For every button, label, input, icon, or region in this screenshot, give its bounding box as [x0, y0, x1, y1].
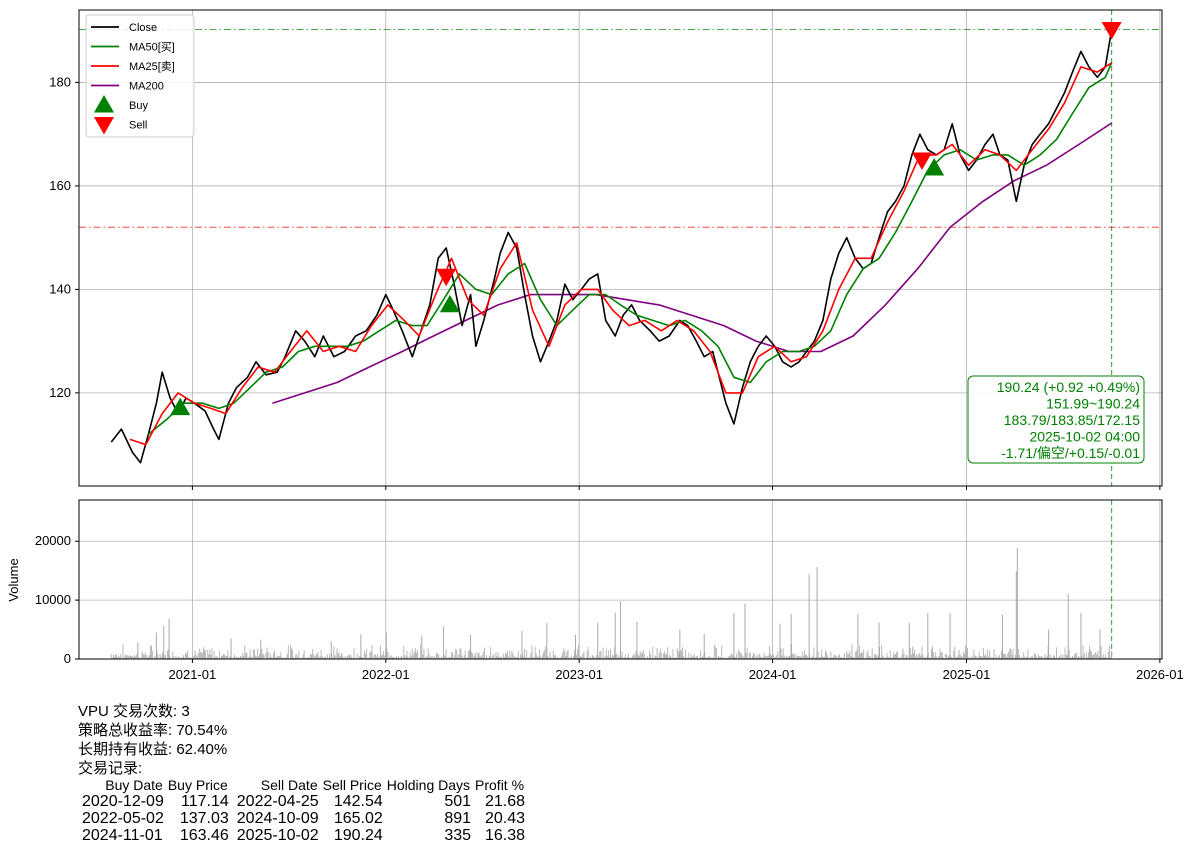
- trade-table-row: 2024-11-01 163.46 2025-10-02 190.24 335 16.38: [78, 827, 529, 844]
- trade-table-cell: 891: [444, 810, 472, 827]
- trade-table-header-cell: Sell Price: [322, 777, 382, 793]
- legend-frame: [85, 14, 195, 138]
- info-box-frame: [967, 375, 1145, 464]
- buy-marker: [170, 397, 191, 416]
- trade-table-cell: 2024-10-09: [236, 810, 319, 827]
- trade-table-cell: 21.68: [484, 793, 526, 810]
- trade-table-cell: 2025-10-02: [236, 827, 319, 844]
- trade-table-cell: 20.43: [484, 810, 526, 827]
- buy-marker: [439, 294, 460, 313]
- trade-table-header: Buy Date Buy Price Sell Date Sell Price Hold…: [78, 778, 529, 793]
- price-y-tick-label: 140: [49, 281, 71, 296]
- volume-y-tick-label: 20000: [35, 533, 71, 548]
- legend-label: MA200: [129, 81, 164, 93]
- legend-label: Close: [129, 22, 157, 34]
- legend-label: Buy: [129, 100, 148, 112]
- volume-bars: [110, 548, 1113, 659]
- trade-table-header-cell: Sell Date: [260, 777, 318, 793]
- strategy-return-text: 策略总收益率: 70.54%: [78, 722, 228, 739]
- volume-gridlines: [75, 500, 1162, 663]
- series-line-ma50: [147, 62, 1113, 435]
- trade-table-header-cell: Buy Date: [105, 777, 163, 793]
- trade-table-cell: 142.54: [333, 793, 383, 810]
- x-tick-label: 2026-01: [1136, 667, 1184, 682]
- trade-count-text: VPU 交易次数: 3: [78, 703, 190, 720]
- info-box-line: -1.71/偏空/+0.15/-0.01: [1001, 445, 1140, 461]
- trade-table-cell: 2020-12-09: [82, 793, 164, 810]
- reference-lines: [79, 28, 1162, 228]
- buy-marker: [924, 158, 945, 176]
- legend-swatch: [94, 95, 114, 113]
- trade-table-cell: 190.24: [333, 827, 383, 844]
- trade-records-table: Buy Date Buy Price Sell Date Sell Price Hold…: [78, 778, 529, 845]
- trade-table-row: 2022-05-02 137.03 2024-10-09 165.02 891 20.43: [78, 810, 529, 827]
- buy-hold-return-text: 长期持有收益: 62.40%: [78, 741, 228, 758]
- price-y-tick-label: 180: [49, 74, 71, 89]
- volume-y-tick-labels: 0 10000 20000: [35, 533, 71, 666]
- price-y-tick-label: 160: [49, 178, 71, 193]
- volume-axes-frame: [78, 499, 1163, 660]
- series-line-ma200: [272, 122, 1113, 404]
- trade-table-cell: 117.14: [181, 793, 229, 810]
- trade-table-cell: 137.03: [179, 810, 229, 827]
- price-y-tick-label: 120: [49, 385, 71, 400]
- info-box-line: 190.24 (+0.92 +0.49%): [997, 379, 1140, 395]
- volume-axis-label: Volume: [6, 558, 21, 601]
- sell-marker: [1101, 21, 1122, 40]
- trade-table-header-cell: Holding Days: [386, 777, 471, 793]
- info-box-line: 151.99~190.24: [1046, 396, 1140, 412]
- trade-markers: [170, 21, 1122, 416]
- price-axes-frame: [78, 9, 1163, 487]
- trade-table-cell: 163.46: [179, 827, 229, 844]
- chart-legend: Close MA50[买] MA25[卖] MA200 Buy Sell: [85, 14, 195, 138]
- trade-table-header-cell: Buy Price: [167, 777, 228, 793]
- x-tick-label: 2023-01: [555, 667, 603, 682]
- trade-table-cell: 2024-11-01: [82, 827, 163, 844]
- trade-table-cell: 16.38: [484, 827, 526, 844]
- trade-table-cell: 165.02: [333, 810, 383, 827]
- trade-table-cell: 501: [444, 793, 472, 810]
- series-line-ma25: [129, 62, 1113, 446]
- x-tick-label: 2022-01: [362, 667, 410, 682]
- volume-y-tick-label: 10000: [35, 592, 71, 607]
- x-tick-labels: 2021-01 2022-01 2023-01 2024-01 2025-01 2026-…: [169, 667, 1184, 682]
- trade-records-label: 交易记录:: [78, 760, 143, 777]
- sell-marker: [911, 152, 932, 170]
- x-tick-label: 2024-01: [749, 667, 797, 682]
- sell-marker: [436, 268, 457, 287]
- price-series: [110, 29, 1113, 464]
- trade-table-body: 2020-12-09 117.14 2022-04-25 142.54 501 21.68…: [78, 793, 529, 844]
- x-tick-label: 2021-01: [169, 667, 217, 682]
- trade-table-cell: 2022-04-25: [236, 793, 319, 810]
- trade-table-cell: 335: [444, 827, 472, 844]
- info-box-line: 2025-10-02 04:00: [1029, 429, 1140, 445]
- x-tick-label: 2025-01: [943, 667, 991, 682]
- strategy-summary: VPU 交易次数: 3 策略总收益率: 70.54% 长期持有收益: 62.40…: [78, 702, 678, 844]
- trade-table-header-cell: Profit %: [475, 777, 525, 793]
- legend-label: Sell: [129, 120, 147, 132]
- price-y-tick-labels: 120 140 160 180: [49, 74, 71, 399]
- trade-table-row: 2020-12-09 117.14 2022-04-25 142.54 501 21.68: [78, 793, 529, 810]
- legend-label: MA25[卖]: [129, 60, 175, 73]
- volume-y-tick-label: 0: [64, 651, 71, 666]
- price-info-box: 190.24 (+0.92 +0.49%)151.99~190.24183.79…: [967, 375, 1145, 464]
- trade-table-cell: 2022-05-02: [82, 810, 164, 827]
- info-box-line: 183.79/183.85/172.15: [1004, 412, 1140, 428]
- legend-label: MA50[买]: [129, 41, 175, 54]
- legend-swatch: [94, 117, 114, 135]
- series-line-close: [110, 29, 1113, 464]
